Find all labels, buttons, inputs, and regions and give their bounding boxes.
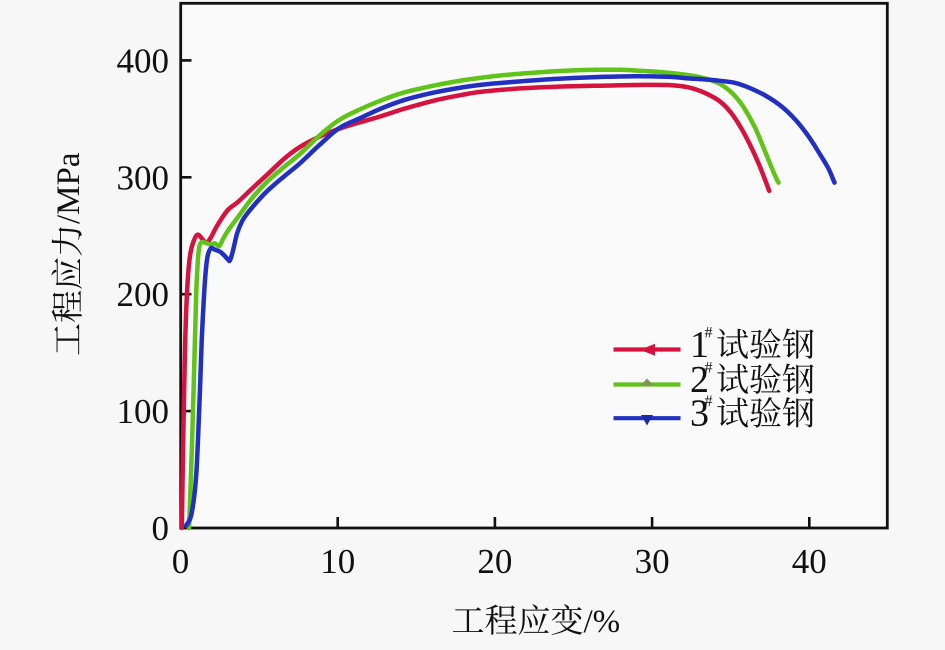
svg-text:0: 0 (172, 542, 190, 581)
svg-text:3: 3 (690, 393, 709, 435)
svg-text:2: 2 (690, 359, 709, 401)
svg-text:0: 0 (152, 509, 170, 548)
svg-text:/MPa: /MPa (51, 152, 87, 224)
svg-text:#: # (705, 325, 713, 342)
svg-text:400: 400 (117, 41, 170, 80)
svg-text:20: 20 (477, 542, 512, 581)
svg-text:1: 1 (690, 324, 709, 366)
svg-text:100: 100 (117, 392, 170, 431)
svg-text:30: 30 (635, 542, 670, 581)
svg-text:10: 10 (320, 542, 355, 581)
svg-text:/%: /% (584, 604, 621, 640)
svg-text:#: # (705, 360, 713, 377)
svg-text:200: 200 (117, 275, 170, 314)
svg-text:300: 300 (117, 158, 170, 197)
svg-text:#: # (705, 393, 713, 410)
svg-text:40: 40 (792, 542, 827, 581)
